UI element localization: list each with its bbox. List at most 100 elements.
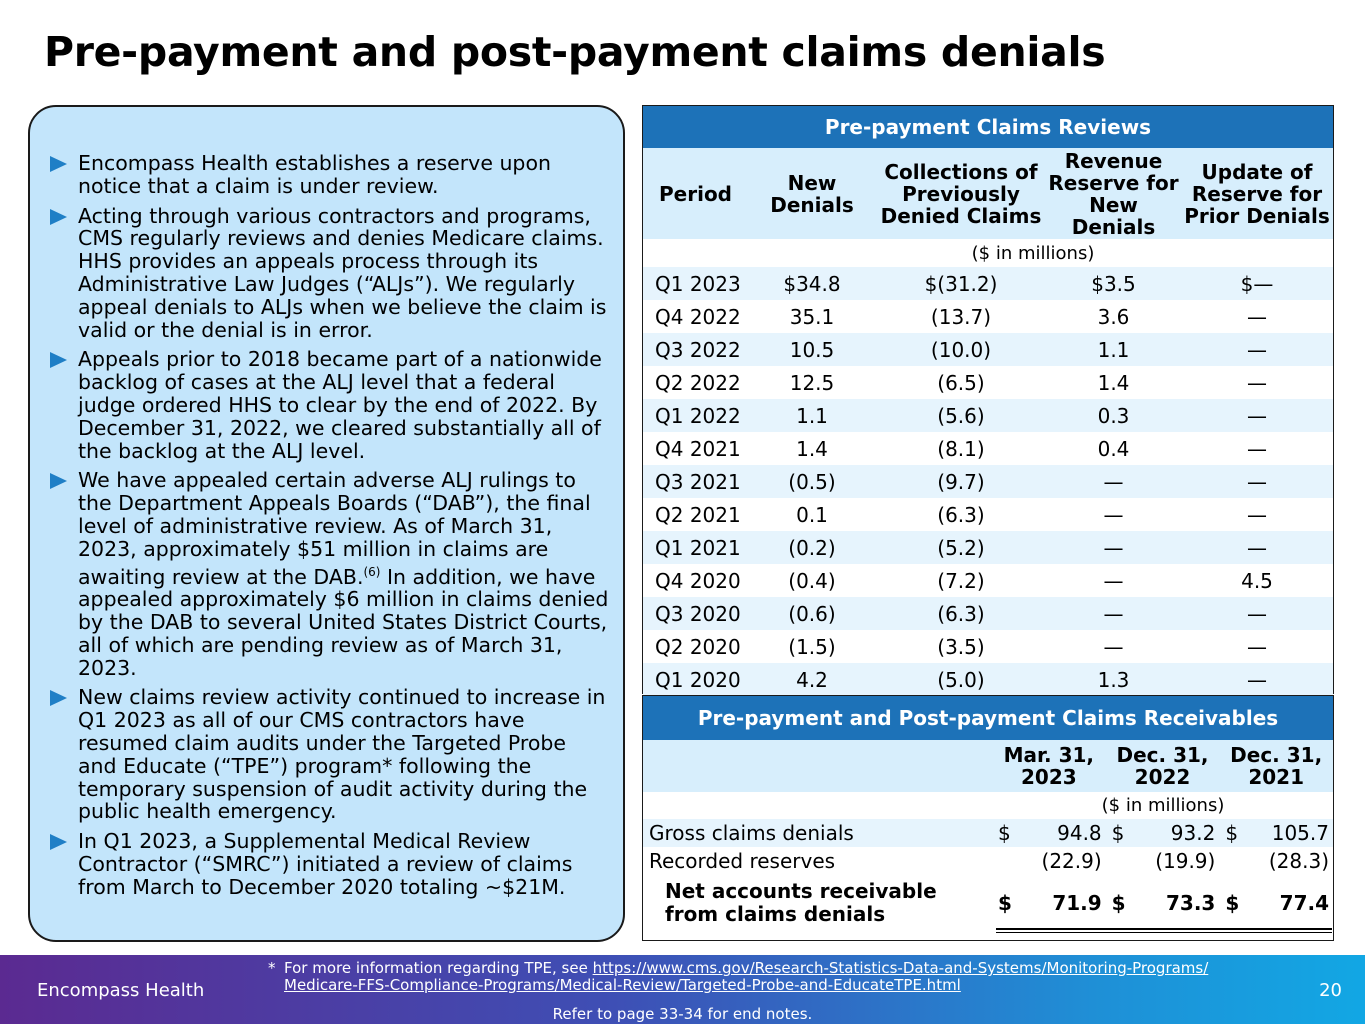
table-cell: —	[1247, 601, 1267, 626]
table-row: Q1 2022 1.1 (5.6) 0.3 —	[643, 399, 1333, 432]
table-cell: (6.3)	[937, 601, 985, 626]
table-cell: $71.9	[992, 891, 1106, 915]
table-cell: (10.0)	[930, 337, 992, 362]
table-cell: (8.1)	[937, 436, 985, 461]
table-cell: (9.7)	[937, 469, 985, 494]
table-cell: $94.8	[992, 821, 1106, 845]
table-title: Pre-payment and Post-payment Claims Rece…	[643, 696, 1333, 740]
table-row: Net accounts receivable from claims deni…	[643, 875, 1333, 930]
bullet-item: In Q1 2023, a Supplemental Medical Revie…	[48, 830, 610, 898]
table-title: Pre-payment Claims Reviews	[643, 106, 1333, 148]
cell-value: (28.3)	[1268, 849, 1329, 873]
table-cell: 1.4	[1097, 370, 1130, 395]
column-header: Mar. 31, 2023	[1003, 743, 1095, 789]
table-cell: $(31.2)	[924, 271, 998, 296]
table-cell: 0.3	[1097, 403, 1130, 428]
table-cell: (5.0)	[937, 667, 985, 692]
table-cell: (0.4)	[788, 568, 836, 593]
footnote: * For more information regarding TPE, se…	[268, 960, 1208, 994]
endnote-reference: Refer to page 33-34 for end notes.	[552, 1005, 813, 1023]
table-cell: (19.9)	[1106, 849, 1220, 873]
table-cell: 1.4	[796, 436, 828, 461]
double-underline	[996, 928, 1332, 933]
table-cell: $77.4	[1219, 891, 1333, 915]
table-header-row: Mar. 31, 2023 Dec. 31, 2022 Dec. 31, 202…	[643, 740, 1333, 792]
table-cell: 10.5	[789, 337, 835, 362]
footnote-marker: *	[268, 959, 276, 977]
bullet-panel	[28, 105, 625, 942]
table-cell: 1.3	[1097, 667, 1130, 692]
cell-value: 105.7	[1271, 821, 1329, 845]
table-row: Q1 2020 4.2 (5.0) 1.3 —	[643, 663, 1333, 696]
table-row: Q4 2021 1.4 (8.1) 0.4 —	[643, 432, 1333, 465]
tpe-link[interactable]: https://www.cms.gov/Research-Statistics-…	[592, 959, 1209, 977]
table-row: Q4 2022 35.1 (13.7) 3.6 —	[643, 300, 1333, 333]
column-header: New Denials	[770, 170, 854, 217]
table-cell: Q4 2022	[655, 304, 741, 329]
page-number: 20	[1319, 980, 1342, 1001]
currency-symbol: $	[1225, 890, 1240, 915]
endnote-ref: (6)	[363, 564, 381, 579]
table-cell: —	[1247, 337, 1267, 362]
table-cell: Q1 2021	[655, 535, 741, 560]
page-title: Pre-payment and post-payment claims deni…	[44, 28, 1106, 76]
table-cell: Q1 2023	[655, 271, 741, 296]
table-cell: —	[1103, 502, 1124, 527]
cell-value: 73.3	[1165, 890, 1216, 915]
tpe-link-continued[interactable]: Medicare-FFS-Compliance-Programs/Medical…	[284, 976, 961, 994]
table-cell: —	[1247, 370, 1267, 395]
currency-symbol: $	[1111, 821, 1125, 845]
table-row: Q1 2021 (0.2) (5.2) — —	[643, 531, 1333, 564]
table-cell: 3.6	[1097, 304, 1130, 329]
currency-symbol	[1219, 849, 1233, 873]
table-cell: Q3 2022	[655, 337, 741, 362]
table-cell: —	[1247, 436, 1267, 461]
table-cell: $—	[1240, 271, 1274, 296]
table-cell: (6.3)	[937, 502, 985, 527]
row-label: Gross claims denials	[649, 821, 854, 845]
table-cell: —	[1247, 502, 1267, 527]
table-row: Q3 2020 (0.6) (6.3) — —	[643, 597, 1333, 630]
cell-value: (22.9)	[1041, 849, 1102, 873]
column-header: Collections of Previously Denied Claims	[880, 159, 1042, 228]
table-cell: (5.6)	[937, 403, 985, 428]
table-cell: Q1 2022	[655, 403, 741, 428]
claims-reviews-table: Pre-payment Claims Reviews Period New De…	[642, 105, 1334, 696]
table-cell: $93.2	[1106, 821, 1220, 845]
table-cell: (1.5)	[788, 634, 836, 659]
column-header: Dec. 31, 2021	[1230, 743, 1323, 789]
footnote-text: For more information regarding TPE, see	[284, 959, 593, 977]
table-cell: Q1 2020	[655, 667, 741, 692]
table-cell: —	[1103, 634, 1124, 659]
table-cell: 4.2	[796, 667, 828, 692]
table-cell: —	[1247, 469, 1267, 494]
table-cell: (0.6)	[788, 601, 836, 626]
table-row: Recorded reserves (22.9) (19.9) (28.3)	[643, 847, 1333, 875]
table-cell: (22.9)	[992, 849, 1106, 873]
table-cell: (3.5)	[937, 634, 985, 659]
currency-symbol: $	[1225, 821, 1239, 845]
table-cell: (0.2)	[788, 535, 836, 560]
table-cell: Q2 2022	[655, 370, 741, 395]
column-header: Period	[659, 181, 732, 206]
cell-value: 77.4	[1279, 890, 1330, 915]
triangle-bullet-icon	[50, 208, 67, 225]
units-label: ($ in millions)	[971, 242, 1095, 264]
table-cell: —	[1103, 535, 1124, 560]
triangle-bullet-icon	[50, 352, 67, 369]
table-cell: —	[1247, 403, 1267, 428]
table-cell: —	[1247, 667, 1267, 692]
table-cell: (6.5)	[937, 370, 985, 395]
column-header: Dec. 31, 2022	[1116, 743, 1209, 789]
currency-symbol: $	[1111, 890, 1126, 915]
table-cell: 1.1	[796, 403, 828, 428]
column-header: Update of Reserve for Prior Denials	[1184, 159, 1330, 228]
claims-receivables-table: Pre-payment and Post-payment Claims Rece…	[642, 695, 1334, 941]
triangle-bullet-icon	[50, 834, 67, 851]
table-cell: —	[1103, 568, 1124, 593]
table-cell: $73.3	[1106, 891, 1220, 915]
currency-symbol	[1106, 849, 1120, 873]
bullet-item: New claims review activity continued to …	[48, 686, 610, 823]
table-cell: —	[1247, 535, 1267, 560]
table-cell: Q3 2020	[655, 601, 741, 626]
